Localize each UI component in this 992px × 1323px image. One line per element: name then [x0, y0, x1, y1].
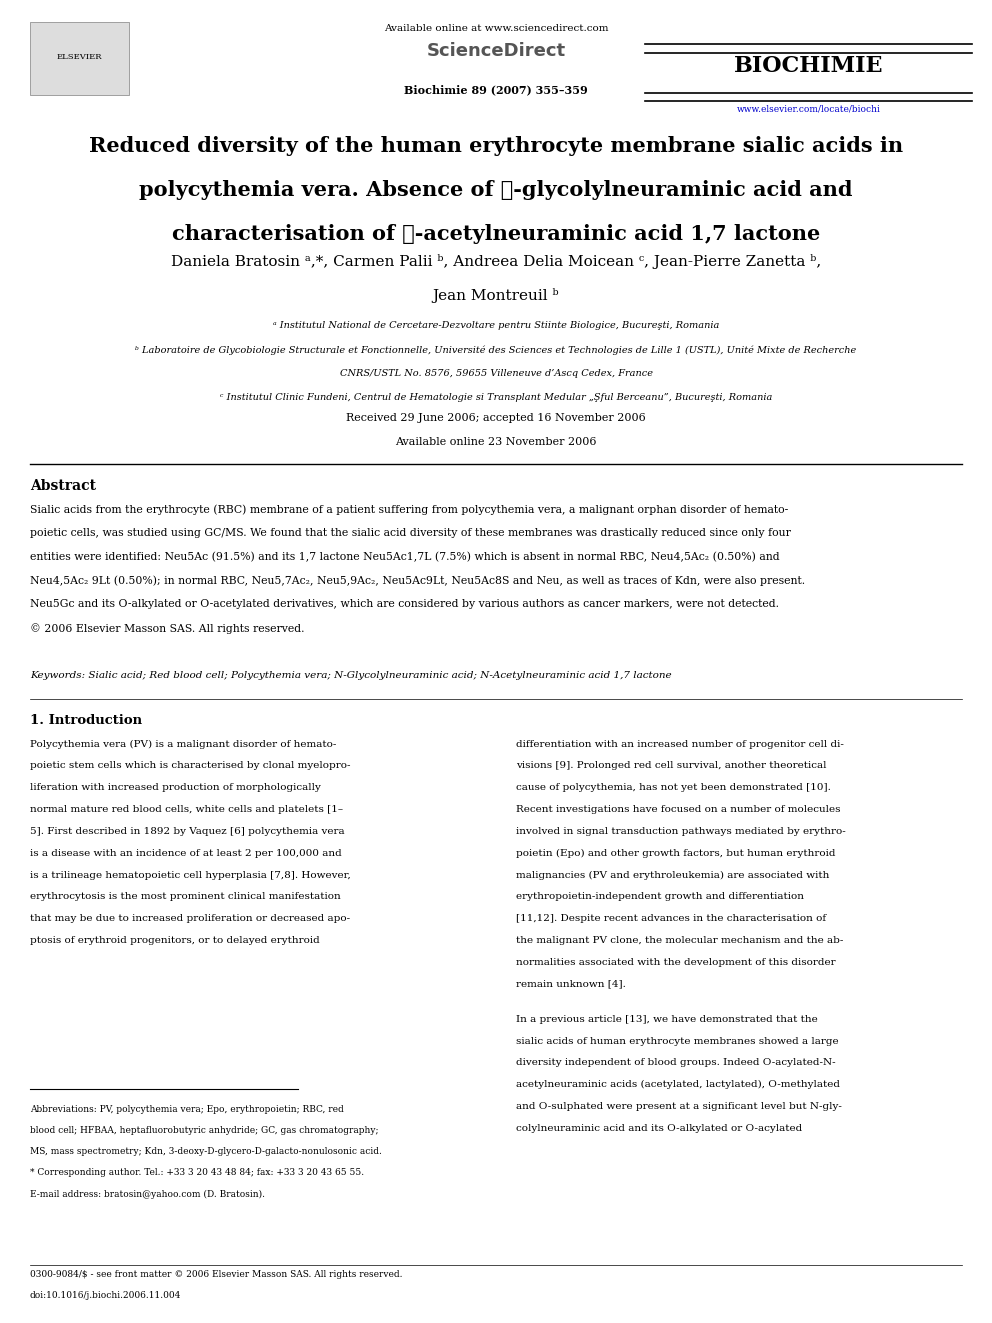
Text: poietic stem cells which is characterised by clonal myelopro-: poietic stem cells which is characterise… — [30, 762, 350, 770]
Text: malignancies (PV and erythroleukemia) are associated with: malignancies (PV and erythroleukemia) ar… — [516, 871, 829, 880]
Text: poietin (Epo) and other growth factors, but human erythroid: poietin (Epo) and other growth factors, … — [516, 849, 835, 857]
Text: BIOCHIMIE: BIOCHIMIE — [734, 56, 883, 77]
Text: sialic acids of human erythrocyte membranes showed a large: sialic acids of human erythrocyte membra… — [516, 1037, 838, 1045]
Text: normalities associated with the development of this disorder: normalities associated with the developm… — [516, 958, 835, 967]
FancyBboxPatch shape — [30, 22, 129, 95]
Text: Biochimie 89 (2007) 355–359: Biochimie 89 (2007) 355–359 — [404, 85, 588, 95]
Text: www.elsevier.com/locate/biochi: www.elsevier.com/locate/biochi — [736, 105, 881, 114]
Text: and O-sulphated were present at a significant level but N-gly-: and O-sulphated were present at a signif… — [516, 1102, 842, 1111]
Text: © 2006 Elsevier Masson SAS. All rights reserved.: © 2006 Elsevier Masson SAS. All rights r… — [30, 623, 305, 634]
Text: ᵃ Institutul National de Cercetare-Dezvoltare pentru Stiinte Biologice, Bucureşt: ᵃ Institutul National de Cercetare-Dezvo… — [273, 321, 719, 331]
Text: E-mail address: bratosin@yahoo.com (D. Bratosin).: E-mail address: bratosin@yahoo.com (D. B… — [30, 1189, 265, 1199]
Text: Jean Montreuil ᵇ: Jean Montreuil ᵇ — [433, 288, 559, 303]
Text: Keywords: Sialic acid; Red blood cell; Polycythemia vera; N-Glycolylneuraminic a: Keywords: Sialic acid; Red blood cell; P… — [30, 671, 672, 680]
Text: In a previous article [13], we have demonstrated that the: In a previous article [13], we have demo… — [516, 1015, 817, 1024]
Text: doi:10.1016/j.biochi.2006.11.004: doi:10.1016/j.biochi.2006.11.004 — [30, 1291, 182, 1301]
Text: Neu4,5Ac₂ 9Lt (0.50%); in normal RBC, Neu5,7Ac₂, Neu5,9Ac₂, Neu5Ac9Lt, Neu5Ac8S : Neu4,5Ac₂ 9Lt (0.50%); in normal RBC, Ne… — [30, 576, 805, 586]
Text: Abbreviations: PV, polycythemia vera; Epo, erythropoietin; RBC, red: Abbreviations: PV, polycythemia vera; Ep… — [30, 1105, 343, 1114]
Text: entities were identified: Neu5Ac (91.5%) and its 1,7 lactone Neu5Ac1,7L (7.5%) w: entities were identified: Neu5Ac (91.5%)… — [30, 552, 780, 562]
Text: erythrocytosis is the most prominent clinical manifestation: erythrocytosis is the most prominent cli… — [30, 892, 340, 901]
Text: visions [9]. Prolonged red cell survival, another theoretical: visions [9]. Prolonged red cell survival… — [516, 762, 826, 770]
Text: 5]. First described in 1892 by Vaquez [6] polycythemia vera: 5]. First described in 1892 by Vaquez [6… — [30, 827, 344, 836]
Text: * Corresponding author. Tel.: +33 3 20 43 48 84; fax: +33 3 20 43 65 55.: * Corresponding author. Tel.: +33 3 20 4… — [30, 1168, 364, 1177]
Text: involved in signal transduction pathways mediated by erythro-: involved in signal transduction pathways… — [516, 827, 845, 836]
Text: ELSEVIER: ELSEVIER — [57, 53, 102, 61]
Text: normal mature red blood cells, white cells and platelets [1–: normal mature red blood cells, white cel… — [30, 804, 343, 814]
Text: Available online at www.sciencedirect.com: Available online at www.sciencedirect.co… — [384, 24, 608, 33]
Text: remain unknown [4].: remain unknown [4]. — [516, 979, 626, 988]
Text: Abstract: Abstract — [30, 479, 96, 493]
Text: is a trilineage hematopoietic cell hyperplasia [7,8]. However,: is a trilineage hematopoietic cell hyper… — [30, 871, 350, 880]
Text: is a disease with an incidence of at least 2 per 100,000 and: is a disease with an incidence of at lea… — [30, 849, 341, 857]
Text: ScienceDirect: ScienceDirect — [427, 42, 565, 61]
Text: acetylneuraminic acids (acetylated, lactylated), O-methylated: acetylneuraminic acids (acetylated, lact… — [516, 1080, 840, 1089]
Text: MS, mass spectrometry; Kdn, 3-deoxy-D-glycero-D-galacto-nonulosonic acid.: MS, mass spectrometry; Kdn, 3-deoxy-D-gl… — [30, 1147, 382, 1156]
Text: colylneuraminic acid and its O-alkylated or O-acylated: colylneuraminic acid and its O-alkylated… — [516, 1125, 803, 1132]
Text: Sialic acids from the erythrocyte (RBC) membrane of a patient suffering from pol: Sialic acids from the erythrocyte (RBC) … — [30, 504, 788, 515]
Text: Daniela Bratosin ᵃ,*, Carmen Palii ᵇ, Andreea Delia Moicean ᶜ, Jean-Pierre Zanet: Daniela Bratosin ᵃ,*, Carmen Palii ᵇ, An… — [171, 254, 821, 269]
Text: diversity independent of blood groups. Indeed O-acylated-N-: diversity independent of blood groups. I… — [516, 1058, 835, 1068]
Text: Available online 23 November 2006: Available online 23 November 2006 — [395, 437, 597, 447]
Text: poietic cells, was studied using GC/MS. We found that the sialic acid diversity : poietic cells, was studied using GC/MS. … — [30, 528, 791, 538]
Text: that may be due to increased proliferation or decreased apo-: that may be due to increased proliferati… — [30, 914, 350, 923]
Text: erythropoietin-independent growth and differentiation: erythropoietin-independent growth and di… — [516, 892, 804, 901]
Text: Received 29 June 2006; accepted 16 November 2006: Received 29 June 2006; accepted 16 Novem… — [346, 413, 646, 423]
Text: ptosis of erythroid progenitors, or to delayed erythroid: ptosis of erythroid progenitors, or to d… — [30, 937, 319, 945]
Text: blood cell; HFBAA, heptafluorobutyric anhydride; GC, gas chromatography;: blood cell; HFBAA, heptafluorobutyric an… — [30, 1126, 378, 1135]
Text: 1. Introduction: 1. Introduction — [30, 714, 142, 728]
Text: polycythemia vera. Absence of ℱ-glycolylneuraminic acid and: polycythemia vera. Absence of ℱ-glycolyl… — [139, 180, 853, 200]
Text: 0300-9084/$ - see front matter © 2006 Elsevier Masson SAS. All rights reserved.: 0300-9084/$ - see front matter © 2006 El… — [30, 1270, 403, 1279]
Text: Neu5Gc and its O-alkylated or O-acetylated derivatives, which are considered by : Neu5Gc and its O-alkylated or O-acetylat… — [30, 599, 779, 610]
Text: differentiation with an increased number of progenitor cell di-: differentiation with an increased number… — [516, 740, 844, 749]
Text: Recent investigations have focused on a number of molecules: Recent investigations have focused on a … — [516, 804, 840, 814]
Text: characterisation of ℱ-acetylneuraminic acid 1,7 lactone: characterisation of ℱ-acetylneuraminic a… — [172, 224, 820, 243]
Text: cause of polycythemia, has not yet been demonstrated [10].: cause of polycythemia, has not yet been … — [516, 783, 830, 792]
Text: ᵇ Laboratoire de Glycobiologie Structurale et Fonctionnelle, Université des Scie: ᵇ Laboratoire de Glycobiologie Structura… — [135, 345, 857, 355]
Text: liferation with increased production of morphologically: liferation with increased production of … — [30, 783, 320, 792]
Text: CNRS/USTL No. 8576, 59655 Villeneuve d’Ascq Cedex, France: CNRS/USTL No. 8576, 59655 Villeneuve d’A… — [339, 369, 653, 378]
Text: Reduced diversity of the human erythrocyte membrane sialic acids in: Reduced diversity of the human erythrocy… — [89, 136, 903, 156]
Text: ᶜ Institutul Clinic Fundeni, Centrul de Hematologie si Transplant Medular „Şful : ᶜ Institutul Clinic Fundeni, Centrul de … — [220, 393, 772, 402]
Text: Polycythemia vera (PV) is a malignant disorder of hemato-: Polycythemia vera (PV) is a malignant di… — [30, 740, 336, 749]
Text: the malignant PV clone, the molecular mechanism and the ab-: the malignant PV clone, the molecular me… — [516, 937, 843, 945]
Text: [11,12]. Despite recent advances in the characterisation of: [11,12]. Despite recent advances in the … — [516, 914, 826, 923]
